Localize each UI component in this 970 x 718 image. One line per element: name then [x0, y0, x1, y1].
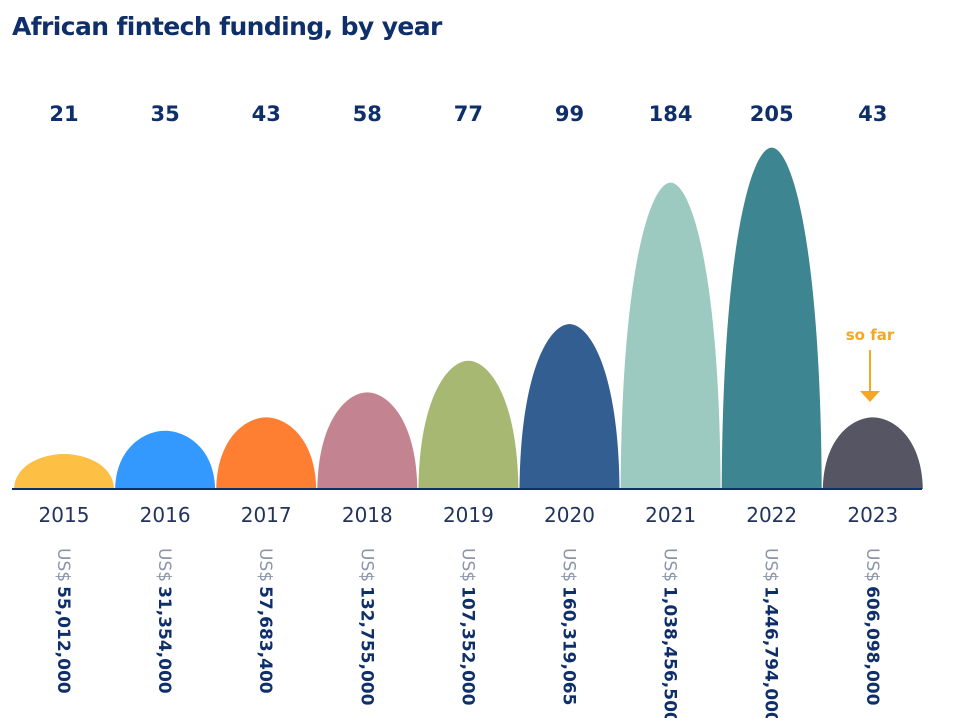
- funding-amount-label-2023: US$ 606,098,000: [862, 548, 882, 706]
- deal-count-label-2018: 58: [353, 102, 382, 126]
- funding-amount-label-2021: US$ 1,038,456,500: [660, 548, 680, 718]
- funding-value: 55,012,000: [53, 586, 73, 694]
- bar-arch-2022: [721, 147, 822, 490]
- currency-prefix: US$: [154, 548, 174, 582]
- funding-value: 1,446,794,000: [761, 586, 781, 718]
- currency-prefix: US$: [660, 548, 680, 582]
- deal-count-label-2020: 99: [555, 102, 584, 126]
- bar-arch-2017: [216, 417, 317, 489]
- deal-count-label-2022: 205: [750, 102, 794, 126]
- year-labels-group: 2015 2016 2017 2018 2019 2020 2021 2022 2023: [39, 503, 899, 527]
- deal-count-label-2016: 35: [150, 102, 179, 126]
- currency-prefix: US$: [255, 548, 275, 582]
- bar-arch-2018: [317, 392, 418, 489]
- funding-amount-label-2019: US$ 107,352,000: [457, 548, 477, 706]
- chart-title: African fintech funding, by year: [12, 12, 442, 41]
- funding-value: 31,354,000: [154, 586, 174, 694]
- year-label-2023: 2023: [847, 503, 898, 527]
- deal-count-label-2021: 184: [649, 102, 693, 126]
- year-label-2015: 2015: [39, 503, 90, 527]
- funding-value: 160,319,065: [559, 586, 579, 705]
- funding-amount-label-2016: US$ 31,354,000: [154, 548, 174, 694]
- currency-prefix: US$: [862, 548, 882, 582]
- funding-value: 57,683,400: [255, 586, 275, 694]
- deal-count-label-2015: 21: [49, 102, 78, 126]
- so-far-annotation: so far: [846, 326, 895, 402]
- year-label-2020: 2020: [544, 503, 595, 527]
- bar-arch-2015: [14, 454, 114, 489]
- year-label-2018: 2018: [342, 503, 393, 527]
- funding-value: 1,038,456,500: [660, 586, 680, 718]
- deal-count-label-2023: 43: [858, 102, 887, 126]
- deal-count-label-2019: 77: [454, 102, 483, 126]
- year-label-2016: 2016: [140, 503, 191, 527]
- year-label-2022: 2022: [746, 503, 797, 527]
- funding-labels-group: US$55,012,000US$31,354,000US$57,683,400U…: [53, 548, 882, 718]
- so-far-arrow-head: [860, 391, 880, 402]
- currency-prefix: US$: [53, 548, 73, 582]
- year-label-2021: 2021: [645, 503, 696, 527]
- bar-arch-2020: [519, 324, 620, 489]
- funding-value: 107,352,000: [457, 586, 477, 706]
- so-far-label: so far: [846, 326, 895, 344]
- deal-count-label-2017: 43: [252, 102, 281, 126]
- currency-prefix: US$: [356, 548, 376, 582]
- funding-value: 132,755,000: [356, 586, 376, 706]
- currency-prefix: US$: [559, 548, 579, 582]
- count-labels-group: 21 35 43 58 77 99 184 205 43: [49, 102, 887, 126]
- currency-prefix: US$: [457, 548, 477, 582]
- funding-amount-label-2018: US$ 132,755,000: [356, 548, 376, 706]
- year-label-2019: 2019: [443, 503, 494, 527]
- bar-arch-2021: [620, 182, 721, 489]
- bar-arch-2023: [822, 417, 923, 489]
- funding-amount-label-2022: US$ 1,446,794,000: [761, 548, 781, 718]
- funding-amount-label-2015: US$ 55,012,000: [53, 548, 73, 694]
- bar-arch-2016: [115, 430, 216, 489]
- bar-arch-2019: [418, 360, 519, 489]
- year-label-2017: 2017: [241, 503, 292, 527]
- funding-value: 606,098,000: [862, 586, 882, 706]
- funding-amount-label-2017: US$ 57,683,400: [255, 548, 275, 694]
- funding-amount-label-2020: US$ 160,319,065: [559, 548, 579, 705]
- arches-group: [14, 147, 923, 490]
- currency-prefix: US$: [761, 548, 781, 582]
